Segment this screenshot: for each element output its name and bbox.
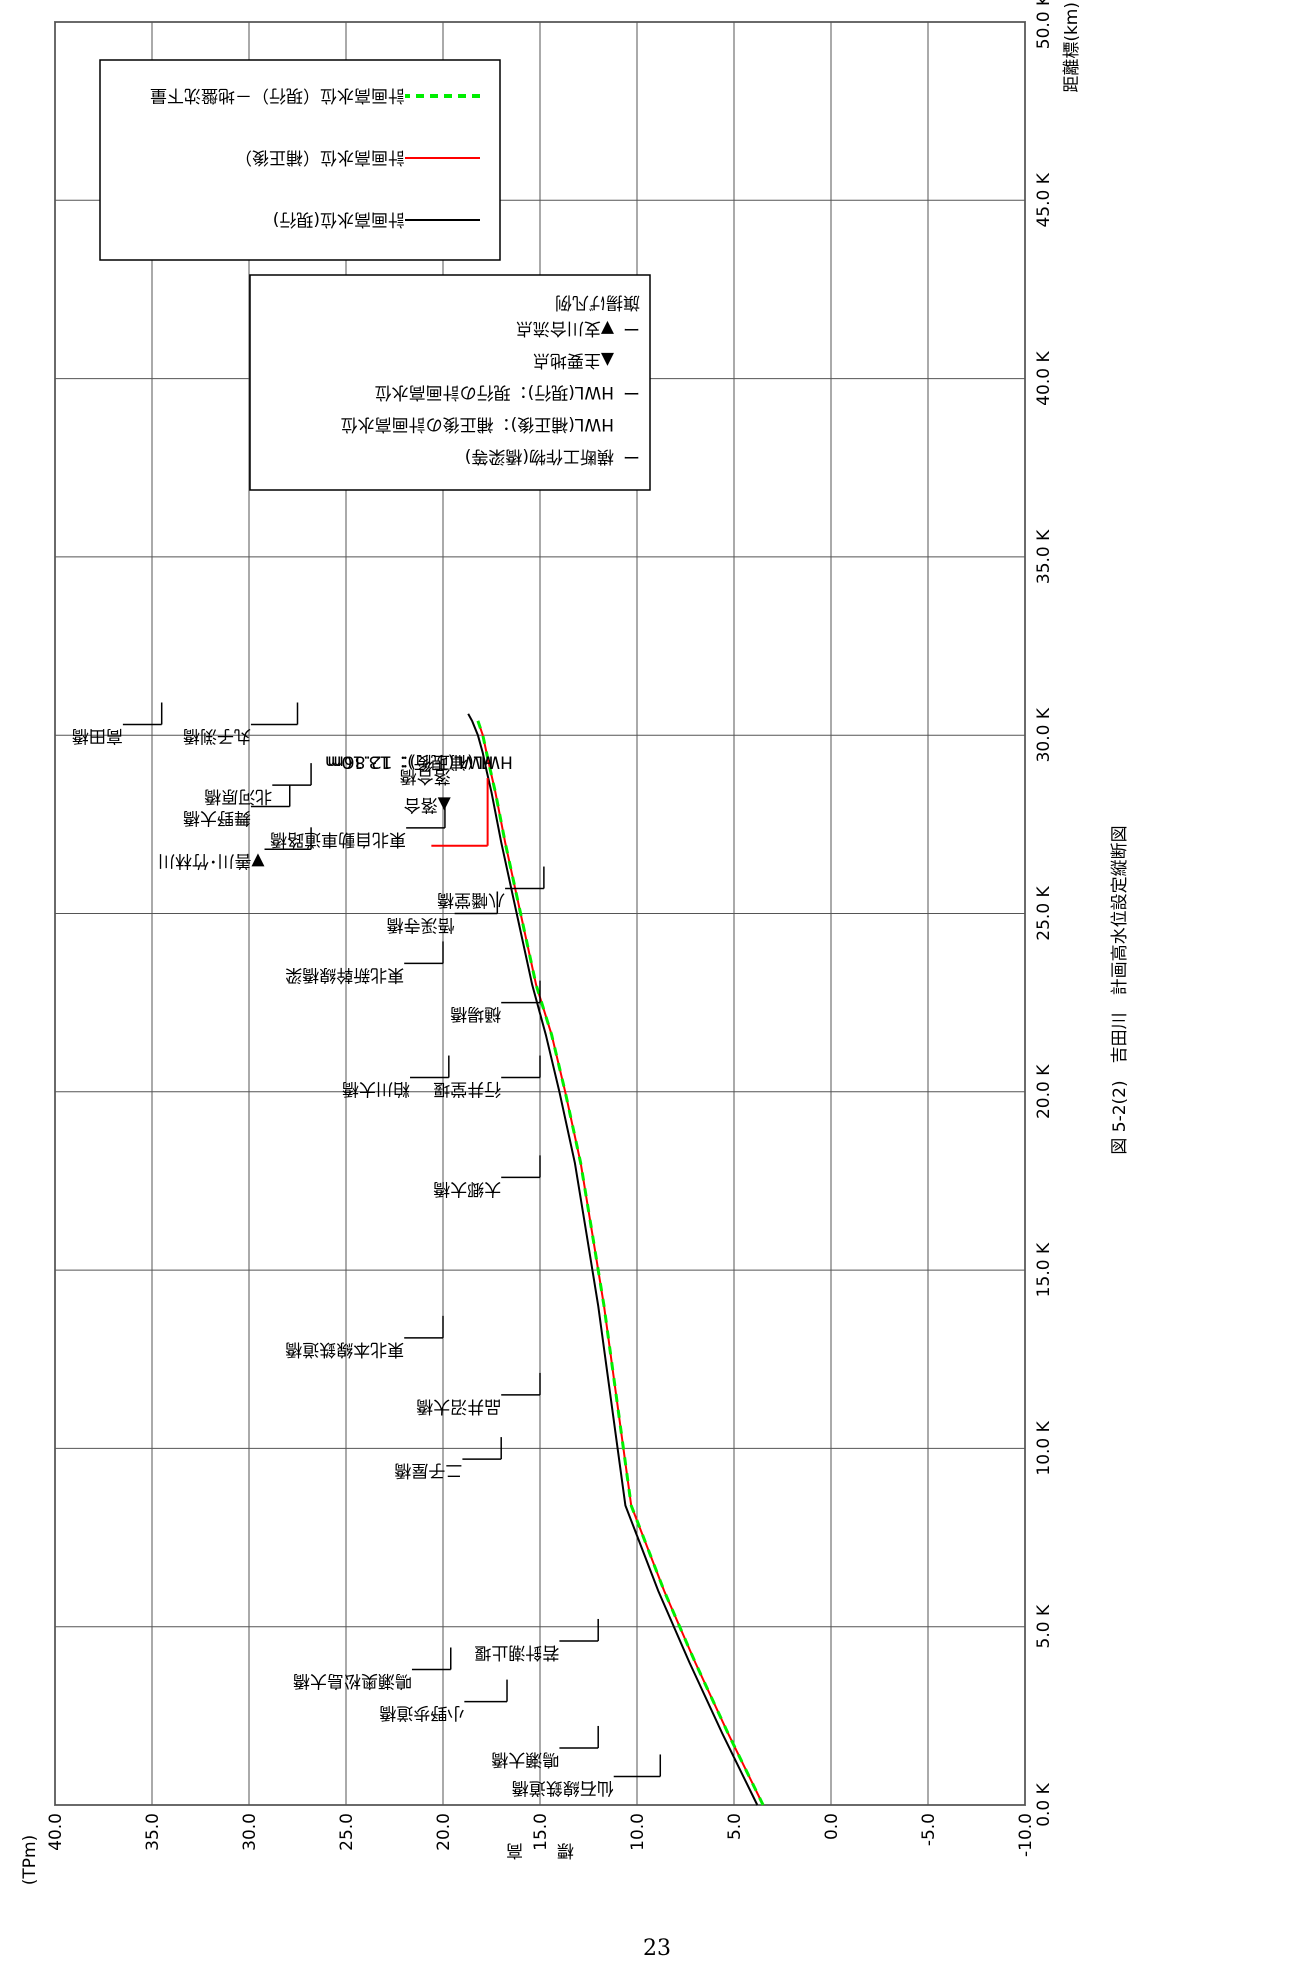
- annotation-text: HWL(現行)：13.10m: [325, 752, 494, 772]
- flag-label: 仙石線鉄道橋: [512, 1777, 614, 1797]
- y-tick-label: 40.0: [46, 1813, 66, 1851]
- flag-labels: 仙石線鉄道橋 鳴瀬大橋 小野歩道橋 鳴瀬奥松島大橋 若針潮止堰 二子屋橋 品井沼大橋 東北本線…: [72, 702, 662, 1797]
- y-tick-label: 25.0: [337, 1813, 357, 1851]
- x-tick-label: 50.0 K: [1034, 0, 1054, 49]
- series-lines: [467, 713, 765, 1806]
- chart-title: 図 5-2(2) 吉田川 計画高水位設定縦断図: [1110, 825, 1130, 1154]
- flag-label: 八幡堂橋: [437, 890, 505, 910]
- y-tick-label: 35.0: [143, 1813, 163, 1851]
- x-tick-label: 25.0 K: [1034, 885, 1054, 940]
- flag-label: 若針潮止堰: [474, 1642, 559, 1662]
- x-axis-label: 距離標(km): [1062, 2, 1082, 93]
- flag-label: 東北自動車道路橋: [270, 829, 406, 849]
- y-tick-label: 15.0: [531, 1813, 551, 1851]
- flag-legend-item: ▲主要地点: [533, 350, 614, 370]
- y-tick-label: 0.0: [822, 1813, 842, 1840]
- x-tick-label: 40.0 K: [1034, 351, 1054, 406]
- flag-label: 二子屋橋: [394, 1460, 462, 1480]
- flag-label: ▼善川･竹林川: [158, 850, 265, 870]
- annotation-text: 落合橋: [400, 766, 451, 786]
- legend-item-label: 計画高水位（現行）－地盤沈下量: [150, 85, 405, 105]
- y-tick-label: -5.0: [919, 1813, 939, 1846]
- x-tick-label: 0.0 K: [1034, 1782, 1054, 1826]
- flag-label: 舞野大橋: [183, 808, 251, 828]
- axis-ticks: 0.0 K 5.0 K 10.0 K 15.0 K 20.0 K 25.0 K 30.0 K…: [46, 0, 1054, 1857]
- flag-label: 鳴瀬大橋: [491, 1749, 559, 1769]
- page-number: 23: [643, 1936, 671, 1961]
- flag-label: 品井沼大橋: [416, 1396, 501, 1416]
- y-tick-label: 5.0: [725, 1813, 745, 1840]
- legend-item-label: 計画高水位（補正後）: [235, 147, 405, 167]
- flag-legend-item: HWL(現行)：現行の計画高水位: [375, 382, 614, 402]
- series-line-2: [476, 720, 765, 1806]
- flag-label: 粕川大橋: [342, 1079, 410, 1099]
- flag-label: 北河原橋: [204, 786, 272, 806]
- flag-legend-symbol: ー: [623, 446, 640, 466]
- flag-label: 小野歩道橋: [379, 1703, 464, 1723]
- x-tick-label: 15.0 K: [1034, 1242, 1054, 1297]
- x-tick-label: 30.0 K: [1034, 707, 1054, 762]
- axis-labels: 距離標(km) (TPm) 標 高 図 5-2(2) 吉田川 計画高水位設定縦断図: [20, 2, 1130, 1885]
- annotation-text: HWL(補正後)：12.86m: [327, 752, 513, 772]
- flag-legend-item: ▼支川合流点: [516, 318, 614, 338]
- grid: [54, 21, 1026, 1806]
- series-line-0: [467, 713, 759, 1806]
- flag-label: 丸子渕橋: [183, 726, 251, 746]
- flag-legend: 旗揚げ凡例ー▼支川合流点▲主要地点ーHWL(現行)：現行の計画高水位HWL(補正…: [249, 274, 651, 491]
- flag-label: 大郷大橋: [433, 1178, 501, 1198]
- rotated-chart-group: 仙石線鉄道橋 鳴瀬大橋 小野歩道橋 鳴瀬奥松島大橋 若針潮止堰 二子屋橋 品井沼大橋 東北本線…: [20, 0, 1130, 1885]
- y-axis-unit: (TPm): [20, 1835, 40, 1885]
- legend-box: [99, 59, 501, 261]
- flag-label: 樋場橋: [450, 1004, 501, 1024]
- y-axis-label: 標 高: [506, 1840, 574, 1860]
- x-tick-label: 10.0 K: [1034, 1420, 1054, 1475]
- y-tick-label: -10.0: [1016, 1813, 1036, 1857]
- x-tick-label: 5.0 K: [1034, 1604, 1054, 1648]
- flag-label: 東北新幹線橋梁: [285, 964, 404, 985]
- flag-legend-title: 旗揚げ凡例: [555, 292, 640, 312]
- flag-legend-item: HWL(補正後)：補正後の計画高水位: [341, 414, 614, 434]
- flag-label: 行井堂堰: [433, 1079, 501, 1099]
- flag-legend-symbol: ー: [623, 382, 640, 402]
- flag-label: 東北本線鉄道橋: [285, 1339, 404, 1359]
- legend: 計画高水位(現行) 計画高水位（補正後） 計画高水位（現行）－地盤沈下量: [99, 59, 501, 261]
- y-tick-label: 20.0: [434, 1813, 454, 1851]
- flag-legend-symbol: ー: [623, 318, 640, 338]
- flag-label: 鳴瀬奥松島大橋: [293, 1670, 412, 1690]
- legend-item-label: 計画高水位(現行): [273, 209, 405, 229]
- x-tick-label: 35.0 K: [1034, 529, 1054, 584]
- x-tick-label: 45.0 K: [1034, 172, 1054, 227]
- x-tick-label: 20.0 K: [1034, 1064, 1054, 1119]
- y-tick-label: 10.0: [628, 1813, 648, 1851]
- y-tick-label: 30.0: [240, 1813, 260, 1851]
- flag-label: 悟渓寺橋: [387, 915, 455, 935]
- flag-legend-box: [249, 274, 651, 491]
- flag-label: 高田橋: [72, 726, 123, 746]
- flag-legend-item: 横断工作物(橋梁等): [465, 446, 614, 466]
- annotation-text: ▲落合: [404, 794, 451, 814]
